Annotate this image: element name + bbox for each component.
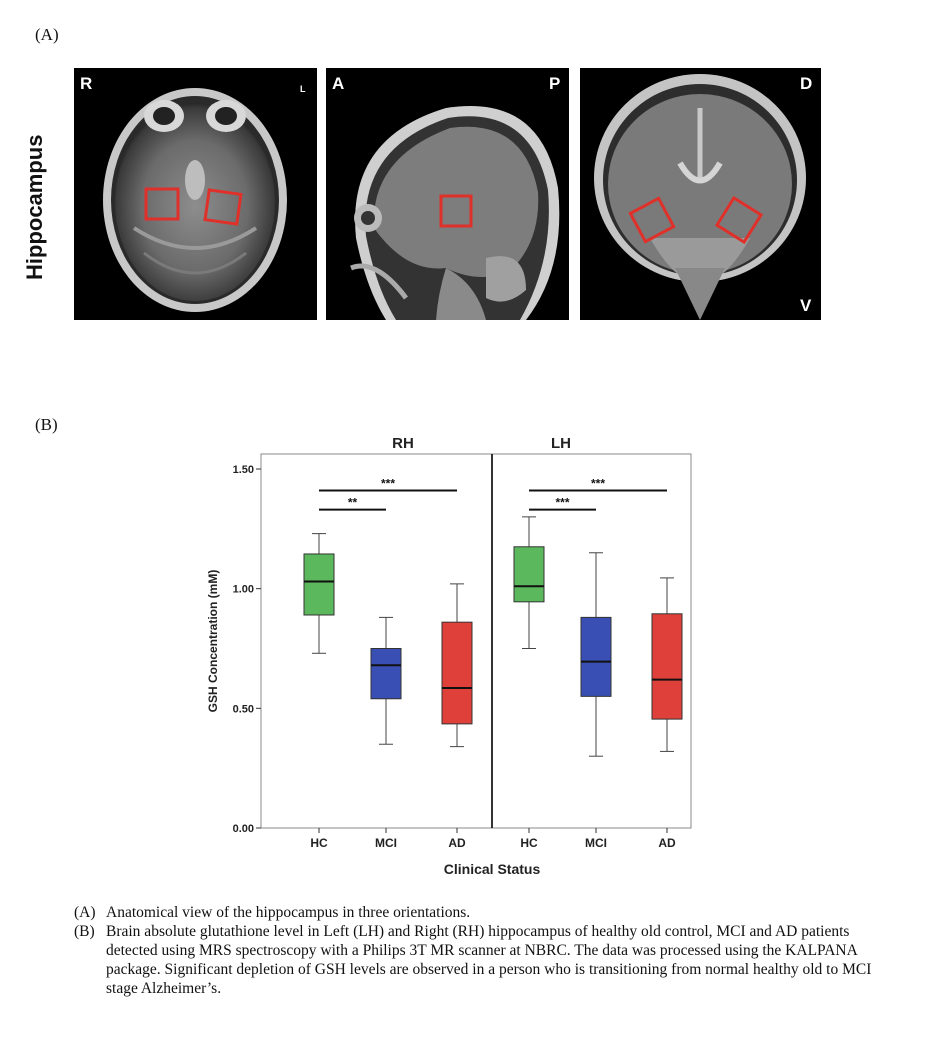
orient-left-label: L bbox=[300, 84, 306, 94]
panel-b-label: (B) bbox=[35, 415, 58, 434]
roi-box bbox=[203, 188, 243, 226]
x-tick-label: MCI bbox=[585, 836, 607, 850]
box-hc bbox=[303, 553, 335, 616]
plot-frame bbox=[260, 453, 692, 829]
orient-posterior-label: P bbox=[549, 74, 561, 93]
caption-a-text: Anatomical view of the hippocampus in th… bbox=[106, 904, 471, 921]
caption-b: (B) Brain absolute glutathione level in … bbox=[74, 922, 904, 998]
roi-box bbox=[144, 187, 180, 221]
significance-label: *** bbox=[591, 477, 605, 491]
y-tick-label: 1.50 bbox=[233, 464, 254, 476]
y-tick-label: 0.00 bbox=[233, 823, 254, 835]
significance-label: *** bbox=[381, 477, 395, 491]
box-hc bbox=[513, 546, 545, 603]
orient-ventral-label: V bbox=[800, 296, 812, 315]
coronal-brain-image bbox=[594, 74, 806, 320]
x-tick-label: HC bbox=[310, 836, 328, 850]
x-tick-label: HC bbox=[520, 836, 538, 850]
panel-a-label: (A) bbox=[35, 25, 59, 44]
gsh-boxplot-chart: 0.00 0.50 1.00 1.50 GSH Concentration (mM) Cl… bbox=[206, 435, 692, 877]
x-tick-label: AD bbox=[448, 836, 466, 850]
mri-axial-view: R L bbox=[74, 68, 317, 320]
significance-label: ** bbox=[348, 496, 358, 510]
x-axis-label: Clinical Status bbox=[444, 861, 541, 877]
significance-label: *** bbox=[555, 496, 569, 510]
roi-box bbox=[628, 196, 676, 244]
caption-b-key: (B) bbox=[74, 923, 95, 940]
figure-caption: (A) Anatomical view of the hippocampus i… bbox=[74, 903, 904, 998]
y-tick-label: 1.00 bbox=[233, 584, 254, 596]
mri-coronal-view: D V bbox=[580, 68, 821, 320]
sagittal-brain-image bbox=[350, 105, 560, 320]
caption-a: (A) Anatomical view of the hippocampus i… bbox=[74, 903, 904, 922]
panel-title: RH bbox=[392, 435, 414, 452]
box-mci bbox=[580, 616, 612, 697]
region-label: Hippocampus bbox=[22, 134, 47, 280]
roi-box bbox=[439, 194, 473, 228]
box-ad bbox=[651, 613, 683, 720]
panel-title: LH bbox=[551, 435, 571, 452]
box-mci bbox=[370, 648, 402, 700]
caption-b-text: Brain absolute glutathione level in Left… bbox=[106, 923, 872, 997]
box-ad bbox=[441, 621, 473, 725]
x-tick-label: MCI bbox=[375, 836, 397, 850]
y-axis-label: GSH Concentration (mM) bbox=[206, 570, 220, 713]
caption-a-key: (A) bbox=[74, 904, 96, 921]
mri-sagittal-view: A P bbox=[326, 68, 569, 320]
orient-anterior-label: A bbox=[332, 74, 345, 93]
x-tick-label: AD bbox=[658, 836, 676, 850]
roi-box bbox=[714, 195, 764, 245]
orient-dorsal-label: D bbox=[800, 74, 813, 93]
y-tick-label: 0.50 bbox=[233, 703, 254, 715]
orient-right-label: R bbox=[80, 74, 93, 93]
axial-brain-image bbox=[103, 88, 287, 312]
